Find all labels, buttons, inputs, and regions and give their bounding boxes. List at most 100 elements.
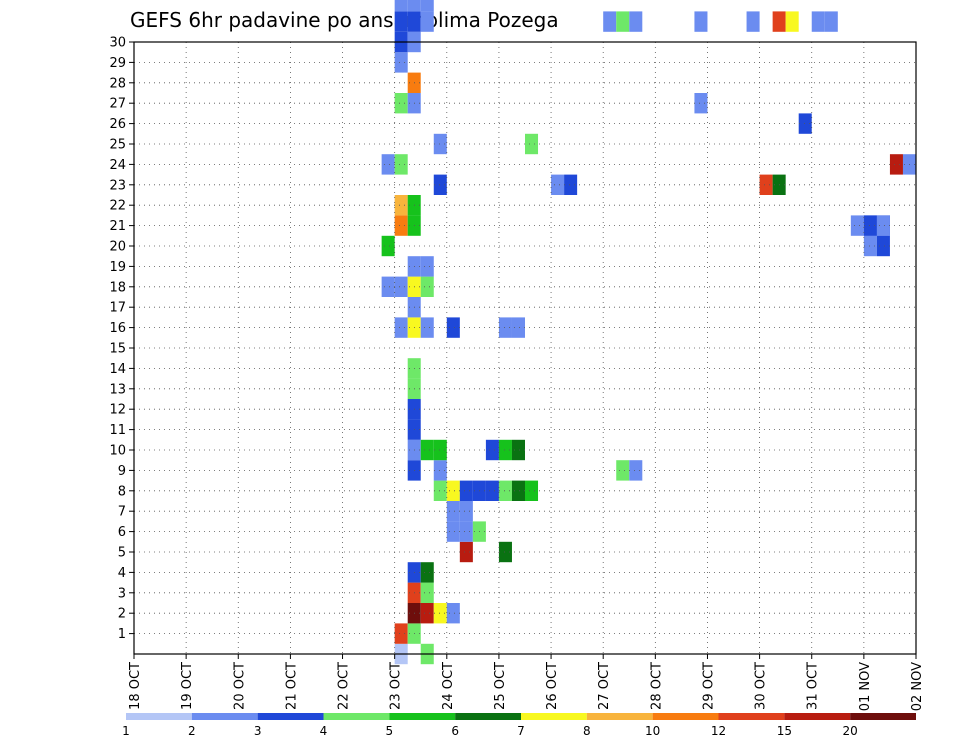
colorbar-label: 1 [122, 724, 130, 738]
precip-cell [824, 11, 838, 32]
precip-cell [433, 133, 447, 155]
colorbar-label: 8 [583, 724, 591, 738]
y-tick-label: 5 [118, 546, 126, 561]
colorbar-label: 3 [254, 724, 262, 738]
precip-cell [511, 317, 525, 338]
precip-cell [433, 480, 447, 501]
precip-cell [603, 11, 617, 32]
precip-cell [420, 11, 434, 32]
precip-cell [616, 460, 630, 481]
colorbar-swatch [850, 713, 916, 720]
x-tick-label: 29 OCT [701, 662, 716, 710]
x-tick-label: 27 OCT [597, 662, 612, 710]
precip-cell [525, 133, 539, 155]
y-tick-label: 2 [118, 607, 126, 622]
precip-cell [394, 317, 408, 338]
colorbar-swatch [455, 713, 521, 720]
precip-cell [394, 0, 408, 12]
x-tick-label: 23 OCT [389, 662, 404, 710]
precip-cell [772, 11, 786, 32]
precip-cell [446, 480, 460, 501]
precip-cell [694, 93, 708, 114]
x-tick-label: 30 OCT [754, 662, 769, 710]
y-tick-label: 28 [109, 76, 126, 91]
y-tick-label: 16 [109, 321, 126, 336]
precip-cell [394, 11, 408, 32]
precip-cell [498, 439, 512, 461]
precip-cell [394, 276, 408, 297]
precip-cell [420, 276, 434, 297]
colorbar-swatch [652, 713, 719, 720]
x-tick-label: 02 NOV [910, 662, 925, 711]
precip-cell [420, 562, 434, 583]
y-tick-label: 6 [118, 525, 126, 540]
precip-cell [433, 174, 447, 195]
precip-cell [889, 154, 903, 175]
grid-layer [134, 41, 916, 654]
colorbar-swatch [191, 713, 258, 720]
colorbar-swatch [784, 713, 851, 720]
chart-title: GEFS 6hr padavine po ansamblima Pozega [130, 8, 559, 32]
y-tick-label: 15 [109, 342, 126, 357]
y-tick-label: 26 [109, 117, 126, 132]
precip-cell [876, 235, 890, 257]
precip-cell [785, 11, 799, 32]
y-tick-label: 22 [109, 199, 126, 214]
precip-cell [433, 603, 447, 624]
precip-cell [459, 541, 473, 563]
precip-cell [746, 11, 760, 32]
x-tick-label: 18 OCT [128, 662, 143, 710]
y-tick-label: 7 [118, 505, 126, 520]
colorbar-label: 6 [451, 724, 459, 738]
colorbar-swatch [323, 713, 390, 720]
y-tick-label: 17 [109, 301, 126, 316]
y-axis: 1234567891011121314151617181920212223242… [109, 36, 134, 642]
y-tick-label: 29 [109, 56, 126, 71]
precip-cell [394, 93, 408, 114]
precip-cell [498, 541, 512, 563]
x-tick-label: 01 NOV [858, 662, 873, 711]
precip-cell [394, 154, 408, 175]
precip-cell [629, 11, 643, 32]
colorbar: 1 2 3 4 5 6 7 8 10 12 15 20 [122, 713, 916, 738]
precip-cell [863, 215, 877, 236]
precip-cell [525, 480, 539, 501]
precip-cell [433, 439, 447, 461]
x-tick-label: 19 OCT [180, 662, 195, 710]
y-tick-label: 12 [109, 403, 126, 418]
precip-cell [446, 521, 460, 542]
y-tick-label: 23 [109, 178, 126, 193]
y-tick-label: 4 [118, 566, 126, 581]
precip-cell [629, 460, 643, 481]
y-tick-label: 8 [118, 484, 126, 499]
precip-cell [420, 582, 434, 603]
precip-cell [459, 521, 473, 542]
y-tick-label: 19 [109, 260, 126, 275]
precip-cell [407, 11, 421, 32]
x-tick-label: 20 OCT [232, 662, 247, 710]
x-tick-label: 26 OCT [545, 662, 560, 710]
colorbar-swatch [718, 713, 785, 720]
x-axis: 18 OCT 19 OCT 20 OCT 21 OCT 22 OCT 23 OCT 24 O… [128, 654, 925, 711]
colorbar-label: 20 [843, 724, 858, 738]
y-tick-label: 24 [109, 158, 126, 173]
colorbar-label: 10 [645, 724, 660, 738]
precip-cell [407, 0, 421, 12]
precip-cell [381, 235, 395, 257]
y-tick-label: 9 [118, 464, 126, 479]
colorbar-label: 12 [711, 724, 726, 738]
precip-cell [511, 480, 525, 501]
y-tick-label: 30 [109, 36, 126, 51]
precip-cell [420, 317, 434, 338]
precip-cell [394, 52, 408, 73]
colorbar-label: 7 [517, 724, 525, 738]
y-tick-label: 25 [109, 138, 126, 153]
precip-cell [446, 317, 460, 338]
precip-cell [616, 11, 630, 32]
precip-cell [694, 11, 708, 32]
colorbar-swatch [586, 713, 653, 720]
precip-cell [850, 215, 864, 236]
x-tick-label: 28 OCT [649, 662, 664, 710]
precip-cell [876, 215, 890, 236]
